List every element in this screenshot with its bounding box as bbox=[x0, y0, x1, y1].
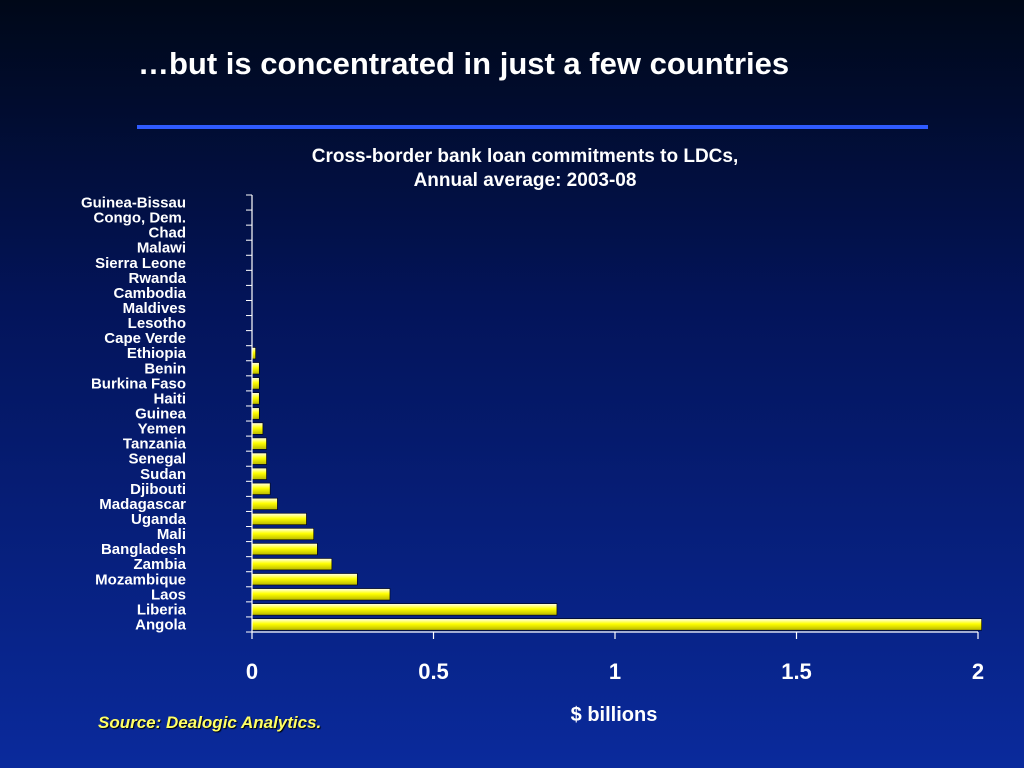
x-axis-ticks: 0 0.5 1 1.5 2 bbox=[246, 632, 984, 684]
bar-tanzania bbox=[251, 437, 267, 450]
category-label: Malawi bbox=[137, 240, 186, 257]
category-label: Djibouti bbox=[130, 481, 186, 498]
category-label: Burkina Faso bbox=[91, 375, 186, 392]
x-axis-label: $ billions bbox=[571, 704, 658, 726]
bar-laos bbox=[251, 588, 391, 601]
bar-uganda bbox=[251, 512, 307, 526]
category-label: Maldives bbox=[123, 300, 186, 317]
y-axis-ticks bbox=[246, 194, 252, 633]
x-tick-label: 1.5 bbox=[781, 659, 812, 684]
title-rule bbox=[137, 125, 928, 129]
category-label: Zambia bbox=[133, 556, 186, 573]
bar-yemen bbox=[251, 422, 264, 435]
category-label: Liberia bbox=[137, 601, 187, 618]
bar-liberia bbox=[251, 603, 558, 616]
bar-madagascar bbox=[251, 497, 278, 510]
bar-senegal bbox=[251, 452, 267, 465]
category-label: Laos bbox=[151, 586, 186, 603]
bar-mali bbox=[251, 528, 315, 541]
x-tick-label: 1 bbox=[609, 659, 621, 684]
bar-guinea bbox=[251, 407, 260, 420]
category-label: Angola bbox=[135, 616, 186, 633]
category-label: Lesotho bbox=[128, 315, 186, 332]
category-label: Rwanda bbox=[128, 270, 186, 287]
category-label: Chad bbox=[149, 225, 187, 242]
bar-mozambique bbox=[251, 573, 358, 586]
bar-benin bbox=[251, 362, 260, 375]
slide-title: …but is concentrated in just a few count… bbox=[138, 46, 790, 81]
category-label: Bangladesh bbox=[101, 541, 186, 558]
bar-zambia bbox=[251, 558, 333, 571]
source-note: Source: Dealogic Analytics. bbox=[98, 713, 322, 732]
category-label: Sierra Leone bbox=[95, 255, 186, 272]
category-label: Ethiopia bbox=[127, 345, 187, 362]
category-label: Sudan bbox=[140, 466, 186, 483]
bar-haiti bbox=[251, 392, 260, 405]
category-label: Cambodia bbox=[113, 285, 186, 302]
category-label: Mozambique bbox=[95, 571, 186, 588]
category-label: Senegal bbox=[128, 451, 186, 468]
category-label: Haiti bbox=[153, 390, 186, 407]
category-label: Congo, Dem. bbox=[94, 210, 187, 227]
category-label: Guinea bbox=[135, 406, 187, 423]
bar-angola bbox=[251, 618, 982, 631]
chart-title-line-2: Annual average: 2003-08 bbox=[414, 170, 637, 191]
bar-burkina-faso bbox=[251, 377, 260, 390]
category-label: Mali bbox=[157, 526, 186, 543]
x-tick-label: 0 bbox=[246, 659, 258, 684]
x-tick-label: 0.5 bbox=[418, 659, 449, 684]
category-label: Benin bbox=[144, 360, 186, 377]
category-label: Cape Verde bbox=[104, 330, 186, 347]
category-label: Uganda bbox=[131, 511, 187, 528]
category-label: Madagascar bbox=[99, 496, 186, 513]
bars-group bbox=[251, 347, 982, 631]
chart-title-line-1: Cross-border bank loan commitments to LD… bbox=[312, 146, 739, 167]
category-label: Tanzania bbox=[123, 436, 187, 453]
category-label: Yemen bbox=[138, 421, 186, 438]
category-label: Guinea-Bissau bbox=[81, 195, 186, 212]
x-tick-label: 2 bbox=[972, 659, 984, 684]
bar-bangladesh bbox=[251, 543, 318, 556]
bar-djibouti bbox=[251, 482, 271, 495]
bar-sudan bbox=[251, 467, 267, 480]
